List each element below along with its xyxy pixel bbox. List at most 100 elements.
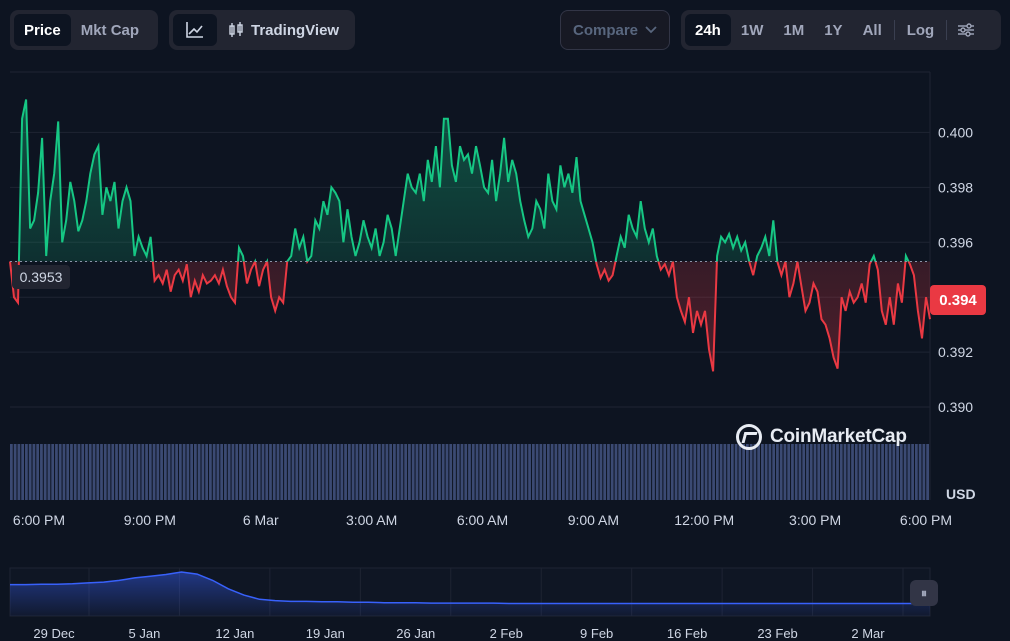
volume-bar <box>813 444 817 500</box>
compare-dropdown[interactable]: Compare <box>560 10 670 50</box>
range-all[interactable]: All <box>862 21 882 39</box>
volume-bar <box>655 444 659 500</box>
volume-bar <box>550 444 554 500</box>
volume-bar <box>284 444 287 500</box>
volume-bar <box>28 444 32 500</box>
volume-bar <box>584 444 588 500</box>
volume-bar <box>622 444 625 500</box>
range-1y[interactable]: 1Y <box>824 21 843 39</box>
volume-bar <box>347 444 351 500</box>
volume-bar <box>464 444 468 500</box>
volume-bar <box>385 444 389 500</box>
volume-bar <box>854 444 858 500</box>
volume-bar <box>321 444 325 500</box>
volume-bar <box>892 444 896 500</box>
volume-bar <box>520 444 524 500</box>
volume-bar <box>899 444 903 500</box>
volume-bar <box>393 444 396 500</box>
volume-bar <box>58 444 62 500</box>
line-chart-button[interactable] <box>173 14 217 46</box>
volume-bar <box>625 444 629 500</box>
volume-bar <box>471 444 475 500</box>
volume-bar <box>460 444 464 500</box>
volume-bar <box>513 444 516 500</box>
volume-bar <box>659 444 663 500</box>
price-line-up <box>10 99 910 262</box>
volume-bar <box>201 444 205 500</box>
volume-bar <box>411 444 415 500</box>
divider <box>893 20 895 40</box>
volume-bar <box>479 444 483 500</box>
range-navigator[interactable] <box>9 567 931 617</box>
volume-bar <box>746 444 749 500</box>
volume-bar <box>558 444 561 500</box>
price-mktcap-toggle: Price Mkt Cap <box>10 10 158 50</box>
tradingview-button[interactable]: TradingView <box>217 14 349 46</box>
volume-bar <box>757 444 761 500</box>
volume-bar <box>693 444 697 500</box>
volume-bar <box>126 444 130 500</box>
navigator-tick-label: 16 Feb <box>667 626 707 641</box>
y-tick-label: 0.390 <box>938 399 973 415</box>
volume-bar <box>595 444 599 500</box>
price-area <box>10 99 930 372</box>
volume-bar <box>475 444 479 500</box>
volume-bar <box>77 444 81 500</box>
volume-bar <box>569 444 573 500</box>
volume-bar <box>272 444 276 500</box>
navigator-axis-labels: 29 Dec 5 Jan 12 Jan 19 Jan 26 Jan 2 Feb 9 Feb 1… <box>33 626 885 641</box>
watermark-text: CoinMarketCap <box>770 426 907 447</box>
volume-bar <box>419 444 423 500</box>
volume-bar <box>787 444 791 500</box>
volume-bar <box>922 444 926 500</box>
volume-bar <box>265 444 269 500</box>
volume-bar <box>224 444 227 500</box>
volume-bar <box>36 444 40 500</box>
volume-bar <box>389 444 393 500</box>
range-1w[interactable]: 1W <box>740 21 764 39</box>
divider <box>946 20 948 40</box>
volume-bar <box>81 444 85 500</box>
volume-bar <box>678 444 682 500</box>
volume-bar <box>918 444 922 500</box>
volume-bar <box>269 444 272 500</box>
volume-bar <box>280 444 284 500</box>
y-tick-label: 0.398 <box>938 179 973 195</box>
navigator-drag-handle[interactable]: ⏸ <box>910 580 938 606</box>
volume-bar <box>92 444 96 500</box>
volume-bar <box>25 444 28 500</box>
volume-bar <box>276 444 280 500</box>
navigator-line <box>10 571 930 605</box>
volume-bar <box>85 444 88 500</box>
navigator-tick-label: 2 Feb <box>490 626 523 641</box>
log-scale-toggle[interactable]: Log <box>906 21 935 39</box>
volume-bar <box>468 444 471 500</box>
volume-bar <box>70 444 73 500</box>
volume-bar <box>445 444 449 500</box>
volume-bar <box>738 444 742 500</box>
range-24h[interactable]: 24h <box>685 14 731 46</box>
volume-bar <box>430 444 434 500</box>
tab-price[interactable]: Price <box>14 14 71 46</box>
tab-mkt-cap[interactable]: Mkt Cap <box>80 21 140 39</box>
navigator-tick-label: 9 Feb <box>580 626 613 641</box>
volume-bar <box>490 444 494 500</box>
volume-bar <box>652 444 655 500</box>
volume-bar <box>152 444 156 500</box>
volume-bar <box>378 444 381 500</box>
volume-bar <box>828 444 832 500</box>
volume-bar <box>73 444 77 500</box>
volume-bar <box>329 444 332 500</box>
volume-bar <box>809 444 813 500</box>
volume-bar <box>456 444 460 500</box>
y-tick-label: 0.396 <box>938 234 973 250</box>
volume-bar <box>592 444 595 500</box>
volume-bar <box>178 444 182 500</box>
volume-bar <box>543 444 546 500</box>
chart-settings-button[interactable] <box>949 14 983 46</box>
volume-bar <box>640 444 644 500</box>
y-tick-label: 0.392 <box>938 344 973 360</box>
range-1m[interactable]: 1M <box>783 21 805 39</box>
volume-bar <box>843 444 847 500</box>
